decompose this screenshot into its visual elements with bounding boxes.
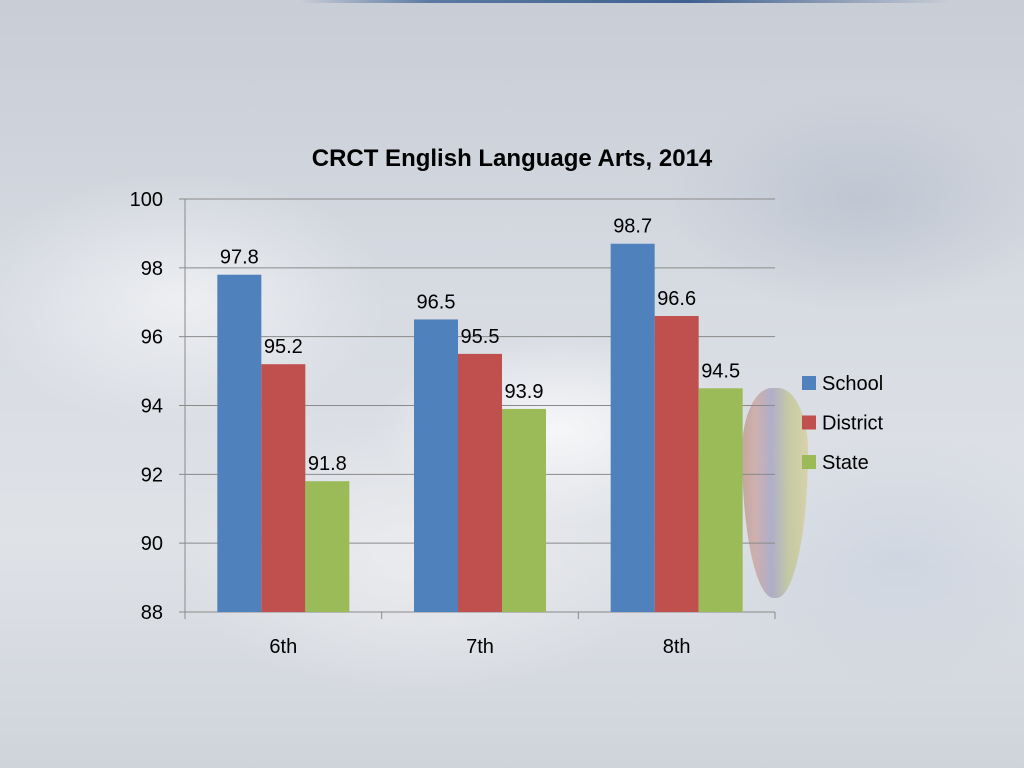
- data-label: 96.5: [417, 291, 456, 313]
- legend-swatch-district: [802, 415, 816, 430]
- x-tick-label: 8th: [663, 636, 691, 658]
- data-label: 91.8: [308, 453, 347, 475]
- chart-title: CRCT English Language Arts, 2014: [312, 145, 713, 172]
- legend-label-district: District: [822, 413, 884, 435]
- bar-state-8th: [698, 388, 743, 612]
- bar-school-8th: [610, 243, 655, 612]
- bar-school-6th: [217, 274, 262, 612]
- legend-label-state: State: [822, 452, 869, 474]
- bar-state-6th: [305, 481, 350, 612]
- legend-label-school: School: [822, 373, 883, 395]
- y-tick-label: 88: [141, 602, 163, 624]
- bar-district-7th: [458, 353, 502, 612]
- legend-swatch-school: [802, 376, 816, 390]
- y-tick-label: 96: [141, 327, 163, 349]
- bar-district-8th: [654, 316, 699, 612]
- data-label: 97.8: [220, 247, 259, 269]
- axes: 88 90 92 94 96 98 100 6th 7th 8th: [130, 189, 776, 658]
- bars: [217, 243, 743, 612]
- bar-state-7th: [502, 408, 546, 612]
- data-labels: 97.8 96.5 98.7 95.2 95.5 96.6 91.8 93.9 94.5: [220, 216, 740, 475]
- y-tick-label: 98: [141, 258, 163, 280]
- bar-district-6th: [261, 364, 306, 612]
- x-tick-label: 7th: [466, 636, 494, 658]
- data-label: 95.5: [461, 326, 500, 348]
- legend: School District State: [802, 373, 884, 474]
- bar-school-7th: [414, 319, 458, 612]
- y-tick-label: 100: [130, 189, 163, 211]
- y-tick-label: 90: [141, 533, 163, 555]
- data-label: 95.2: [264, 336, 303, 358]
- legend-swatch-state: [802, 455, 816, 469]
- y-tick-label: 92: [141, 464, 163, 486]
- y-tick-label: 94: [141, 396, 163, 418]
- data-label: 96.6: [657, 288, 696, 310]
- top-decorative-strip: [300, 0, 950, 3]
- x-tick-label: 6th: [269, 636, 297, 658]
- data-label: 94.5: [701, 360, 740, 382]
- data-label: 93.9: [505, 381, 544, 403]
- data-label: 98.7: [613, 216, 652, 238]
